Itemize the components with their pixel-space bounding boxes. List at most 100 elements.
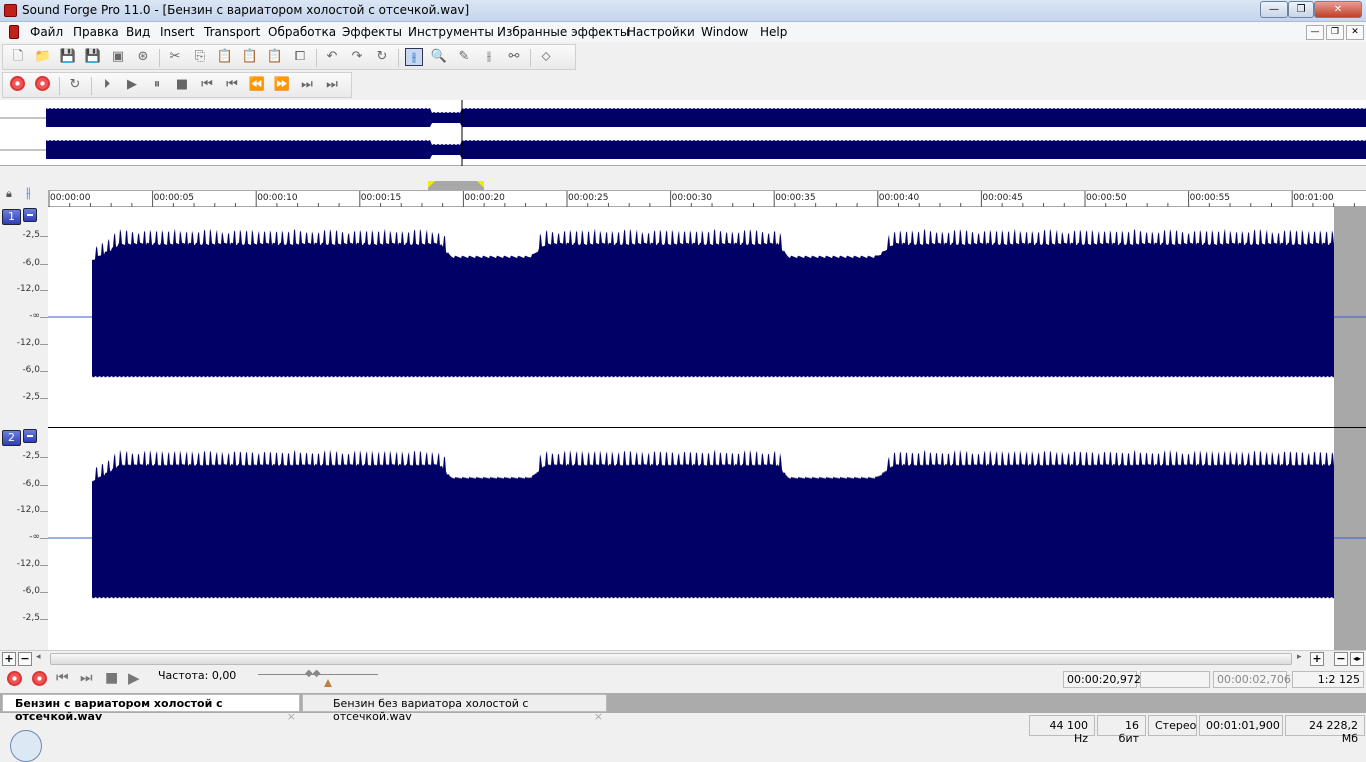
go-to-start-button[interactable]: ⏮︎: [56, 670, 69, 686]
mix-icon[interactable]: 📋: [241, 49, 259, 64]
db-tick: [40, 619, 48, 620]
paste-special-icon[interactable]: 📋: [266, 49, 284, 64]
mdi-close-button[interactable]: ✕: [1346, 25, 1364, 40]
selection-bar[interactable]: [48, 168, 1366, 190]
menu-item[interactable]: Правка: [73, 25, 119, 39]
horizontal-scrollbar[interactable]: [50, 653, 1292, 665]
cursor-position-field[interactable]: 00:00:20,972: [1063, 671, 1141, 688]
play-all-icon[interactable]: ⏵: [103, 77, 111, 92]
zoom-in-button[interactable]: +: [1310, 652, 1324, 666]
menu-item[interactable]: Файл: [30, 25, 64, 39]
ruler-label: 00:00:45: [982, 193, 1023, 203]
undo-icon[interactable]: ↶: [326, 49, 338, 64]
copy-icon[interactable]: ⎘: [194, 49, 206, 64]
menu-item[interactable]: Help: [760, 25, 788, 39]
crop-icon[interactable]: ⧠: [294, 49, 306, 64]
scroll-left-button[interactable]: ◂: [36, 652, 41, 662]
status-disk-space: 24 228,2 Мб: [1285, 715, 1365, 745]
minimize-button[interactable]: —: [1260, 1, 1288, 18]
scroll-right-button[interactable]: ▸: [1297, 652, 1302, 662]
edit-tool-icon[interactable]: ⫲: [405, 48, 423, 66]
zoom-ratio-field[interactable]: 1:2 125: [1292, 671, 1364, 688]
start-button-icon[interactable]: [10, 730, 42, 762]
repeat-icon[interactable]: ↻: [376, 49, 388, 64]
forward-end-icon[interactable]: ⏭: [301, 77, 313, 92]
selection-length-field[interactable]: 00:00:02,706: [1213, 671, 1291, 688]
open-icon[interactable]: 📁: [34, 49, 52, 64]
rewind-start-icon[interactable]: ⏮: [226, 77, 238, 92]
new-icon[interactable]: 🗋: [12, 49, 24, 64]
standard-toolbar: 🗋 📁 💾 💾 ▣ ⊛ ✂ ⎘ 📋 📋 📋 ⧠ ↶ ↷ ↻ ⫲ 🔍 ✎ ⫲ ⚯ ⬦: [2, 44, 576, 70]
playback-rate-slider[interactable]: [258, 674, 378, 675]
menu-item[interactable]: Инструменты: [408, 25, 494, 39]
toolbar-separator: [316, 49, 317, 67]
menu-item[interactable]: Insert: [160, 25, 195, 39]
playbar-region[interactable]: [428, 181, 484, 190]
overview-pane[interactable]: [0, 100, 1366, 166]
render-icon[interactable]: ▣: [111, 49, 125, 64]
zoom-out-vertical-button[interactable]: −: [18, 652, 32, 666]
menu-item[interactable]: Transport: [204, 25, 261, 39]
channel-1-button[interactable]: 1: [2, 209, 21, 225]
channel-2-button[interactable]: 2: [2, 430, 21, 446]
forward-icon[interactable]: ⏩: [273, 77, 291, 92]
menu-item[interactable]: Избранные эффекты: [497, 25, 630, 39]
go-end-icon[interactable]: ⏭: [326, 77, 338, 92]
go-start-icon[interactable]: ⏮: [201, 77, 213, 92]
zoom-fit-button[interactable]: ◂▸: [1350, 652, 1364, 666]
slider-thumb[interactable]: ◆◆: [305, 668, 321, 679]
overview-waveform-1: [46, 108, 1366, 127]
close-tab-icon[interactable]: ×: [286, 710, 296, 723]
waveform-display[interactable]: [48, 207, 1366, 650]
plugin-chainer-icon[interactable]: ⬦: [541, 49, 551, 64]
pencil-tool-icon[interactable]: ✎: [458, 49, 470, 64]
pause-icon[interactable]: ⏸: [153, 77, 161, 92]
record-remote-button[interactable]: [32, 671, 47, 686]
record-icon[interactable]: [10, 76, 25, 91]
play-icon[interactable]: ▶: [127, 77, 137, 92]
maximize-button[interactable]: ❐: [1288, 1, 1314, 18]
event-tool-icon[interactable]: ⫲: [486, 49, 492, 64]
toolbar-separator: [398, 49, 399, 67]
loop-icon[interactable]: ↻: [69, 77, 81, 92]
zoom-out-button[interactable]: −: [1334, 652, 1348, 666]
cut-icon[interactable]: ✂: [169, 49, 181, 64]
paste-icon[interactable]: 📋: [216, 49, 234, 64]
close-button[interactable]: ✕: [1314, 1, 1362, 18]
envelope-tool-icon[interactable]: ⚯: [508, 49, 520, 64]
play-button[interactable]: ▶: [128, 669, 140, 687]
envelope-tool-icon[interactable]: ⫲: [26, 185, 31, 201]
go-to-end-button[interactable]: ⏭︎: [80, 670, 93, 686]
save-icon[interactable]: 💾: [59, 49, 77, 64]
mdi-minimize-button[interactable]: —: [1306, 25, 1324, 40]
tab-document-1[interactable]: Бензин с вариатором холостой с отсечкой.…: [2, 694, 300, 723]
mdi-restore-button[interactable]: ❐: [1326, 25, 1344, 40]
channel-2-minimize[interactable]: [23, 429, 37, 443]
region-end-marker[interactable]: [477, 181, 484, 188]
channel-1-minimize[interactable]: [23, 208, 37, 222]
db-scale-label: -12,0: [16, 559, 40, 569]
redo-icon[interactable]: ↷: [351, 49, 363, 64]
lock-icon[interactable]: 🔒︎: [6, 187, 12, 200]
menu-item[interactable]: Настройки: [627, 25, 695, 39]
menu-item[interactable]: Window: [701, 25, 749, 39]
stop-icon[interactable]: ■: [175, 77, 189, 92]
zoom-in-vertical-button[interactable]: +: [2, 652, 16, 666]
selection-field[interactable]: [1140, 671, 1210, 688]
close-tab-icon[interactable]: ×: [593, 710, 603, 723]
overview-waveform-2: [46, 140, 1366, 159]
save-as-icon[interactable]: 💾: [84, 49, 102, 64]
stop-button[interactable]: ■: [105, 670, 119, 686]
menu-item[interactable]: Вид: [126, 25, 151, 39]
record-button[interactable]: [7, 671, 22, 686]
region-start-marker[interactable]: [428, 181, 435, 188]
ruler-label: 00:00:15: [360, 193, 402, 203]
tab-document-2[interactable]: Бензин без вариатора холостой с отсечкой…: [302, 694, 607, 723]
record-loop-icon[interactable]: [35, 76, 50, 91]
menu-item[interactable]: Обработка: [268, 25, 337, 39]
burn-cd-icon[interactable]: ⊛: [137, 49, 149, 64]
magnify-tool-icon[interactable]: 🔍: [430, 49, 448, 64]
menu-item[interactable]: Эффекты: [342, 25, 402, 39]
rewind-icon[interactable]: ⏪: [248, 77, 266, 92]
time-ruler[interactable]: 00:00:00 00:00:05 00:00:10 00:00:15 00:00:20…: [48, 190, 1366, 207]
